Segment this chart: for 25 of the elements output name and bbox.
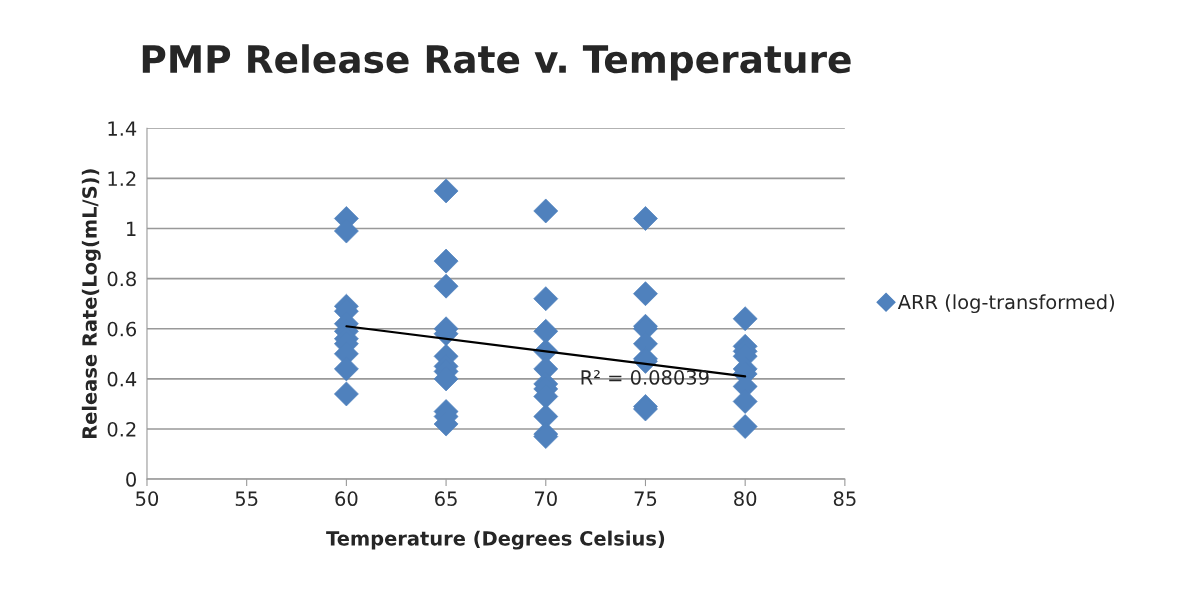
x-tick-label: 65	[435, 491, 457, 507]
y-tick-label: 1.2	[108, 171, 136, 186]
point	[633, 206, 658, 231]
point	[533, 198, 559, 224]
x-tick-label: 80	[734, 491, 757, 507]
y-tick-label: 0.8	[107, 271, 136, 287]
x-tick-label: 55	[235, 491, 258, 507]
x-axis-title: Temperature (Degrees Celsius)	[326, 530, 665, 550]
y-tick-label: 0.6	[107, 321, 137, 337]
y-tick-label: 0	[126, 472, 136, 487]
point	[732, 414, 758, 439]
x-tick-label: 50	[136, 491, 159, 507]
y-tick-label: 0.4	[107, 371, 137, 387]
y-tick-label: 1.4	[108, 121, 137, 136]
x-tick-label: 70	[535, 491, 557, 507]
point	[533, 286, 559, 312]
chart-title: PMP Release Rate v. Temperature	[142, 44, 851, 81]
point	[334, 381, 359, 407]
x-tick-label: 75	[634, 491, 657, 507]
x-tick-label: 85	[833, 491, 856, 507]
y-axis-title: Release Rate(Log(mL/S))	[81, 169, 101, 439]
x-tick-label: 60	[335, 491, 358, 507]
y-tick-label: 0.2	[107, 421, 136, 437]
legend-label: ARR (log-transformed)	[897, 294, 1114, 314]
y-tick-label: 1	[127, 221, 136, 236]
